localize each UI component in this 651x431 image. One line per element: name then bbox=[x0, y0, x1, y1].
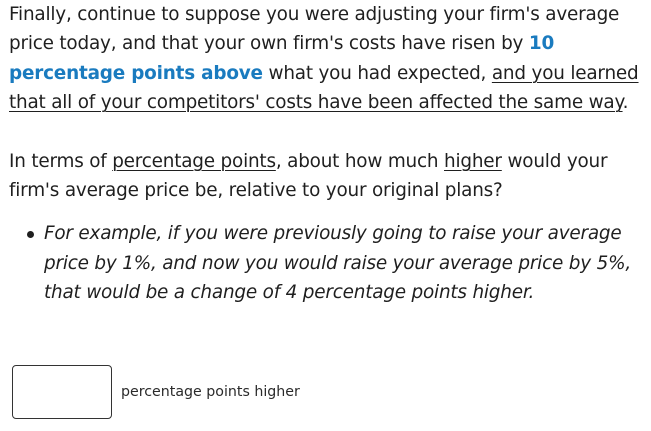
example-list: For example, if you were previously goin… bbox=[9, 219, 645, 307]
question-intro: Finally, continue to suppose you were ad… bbox=[9, 0, 645, 118]
answer-suffix-label: percentage points higher bbox=[121, 384, 300, 400]
survey-question: Finally, continue to suppose you were ad… bbox=[9, 0, 645, 308]
percentage-points-input[interactable] bbox=[12, 365, 112, 419]
underlined-competitors-clause: and you learned that all of your competi… bbox=[9, 62, 639, 114]
intro-period: . bbox=[622, 92, 629, 114]
bullet-dot-icon bbox=[27, 231, 34, 239]
example-bullet: For example, if you were previously goin… bbox=[27, 219, 645, 307]
underlined-percentage-points: percentage points bbox=[112, 150, 276, 172]
question-prompt: In terms of percentage points, about how… bbox=[9, 147, 645, 206]
highlighted-amount: 10 percentage points above bbox=[9, 33, 555, 84]
prompt-text-continued: , about how much bbox=[275, 150, 445, 172]
example-text: For example, if you were previously goin… bbox=[44, 223, 631, 304]
prompt-text: In terms of bbox=[9, 150, 113, 172]
intro-text: Finally, continue to suppose you were ad… bbox=[9, 4, 620, 55]
answer-row: percentage points higher bbox=[12, 365, 300, 419]
underlined-higher: higher bbox=[444, 150, 502, 172]
intro-text-continued: what you had expected, bbox=[262, 62, 492, 84]
prompt-text-end: would your firm's average price be, rela… bbox=[9, 150, 608, 202]
